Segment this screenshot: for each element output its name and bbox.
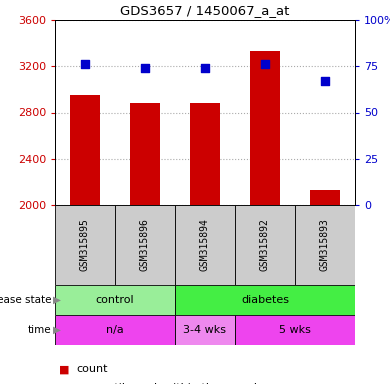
- Text: n/a: n/a: [106, 325, 124, 335]
- Bar: [55, 315, 175, 345]
- Text: percentile rank within the sample: percentile rank within the sample: [76, 383, 264, 384]
- Text: ■: ■: [59, 383, 69, 384]
- Text: count: count: [76, 364, 108, 374]
- Point: [202, 65, 208, 71]
- Bar: [310, 190, 340, 205]
- Text: 3-4 wks: 3-4 wks: [184, 325, 227, 335]
- Bar: [190, 103, 220, 205]
- Text: GSM315894: GSM315894: [200, 218, 210, 271]
- Bar: [175, 315, 235, 345]
- Bar: [295, 205, 355, 285]
- Bar: [70, 95, 100, 205]
- Point: [82, 61, 88, 68]
- Bar: [250, 51, 280, 205]
- Bar: [55, 205, 115, 285]
- Bar: [115, 205, 175, 285]
- Bar: [130, 103, 160, 205]
- Bar: [175, 285, 355, 315]
- Text: control: control: [96, 295, 134, 305]
- Text: ▶: ▶: [53, 295, 61, 305]
- Title: GDS3657 / 1450067_a_at: GDS3657 / 1450067_a_at: [120, 5, 290, 17]
- Text: time: time: [27, 325, 51, 335]
- Text: ■: ■: [59, 364, 69, 374]
- Text: ▶: ▶: [53, 325, 61, 335]
- Text: 5 wks: 5 wks: [279, 325, 311, 335]
- Bar: [55, 285, 175, 315]
- Text: disease state: disease state: [0, 295, 51, 305]
- Point: [322, 78, 328, 84]
- Bar: [235, 205, 295, 285]
- Text: GSM315896: GSM315896: [140, 218, 150, 271]
- Text: GSM315893: GSM315893: [320, 218, 330, 271]
- Text: GSM315892: GSM315892: [260, 218, 270, 271]
- Point: [262, 61, 268, 68]
- Point: [142, 65, 148, 71]
- Bar: [235, 315, 355, 345]
- Bar: [175, 205, 235, 285]
- Text: diabetes: diabetes: [241, 295, 289, 305]
- Text: GSM315895: GSM315895: [80, 218, 90, 271]
